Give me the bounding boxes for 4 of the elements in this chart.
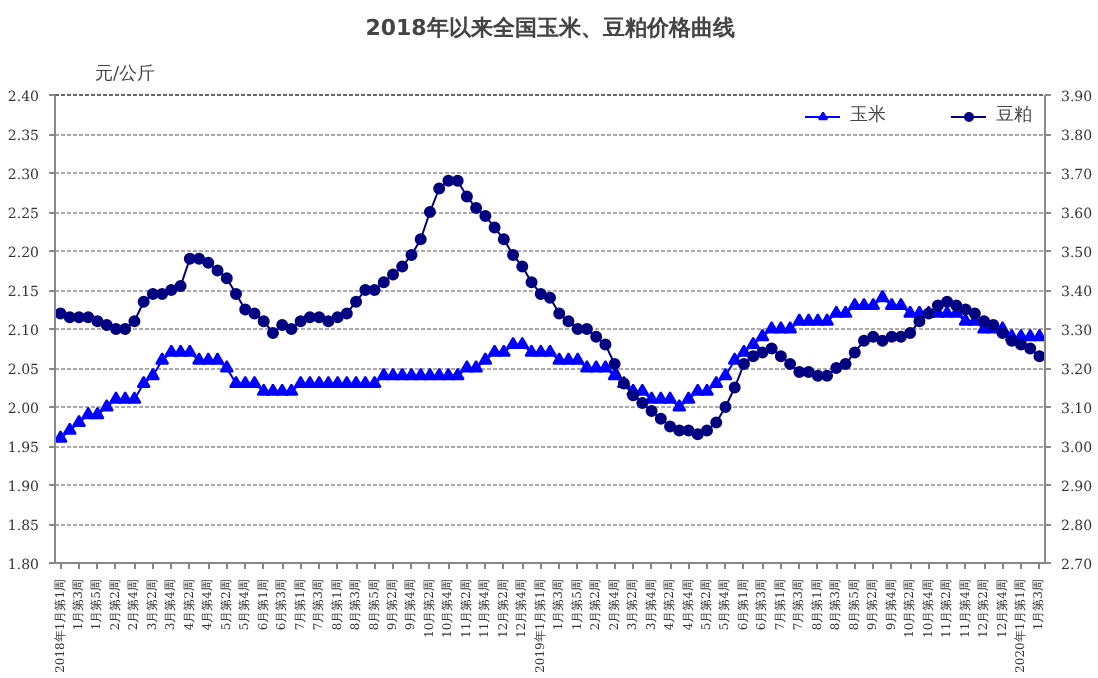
legend-label: 豆粕 <box>996 103 1034 128</box>
chart-title: 2018年以来全国玉米、豆粕价格曲线 <box>365 15 735 41</box>
legend-label: 玉米 <box>850 103 888 128</box>
y-axis-title: 元/公斤 <box>95 63 156 85</box>
